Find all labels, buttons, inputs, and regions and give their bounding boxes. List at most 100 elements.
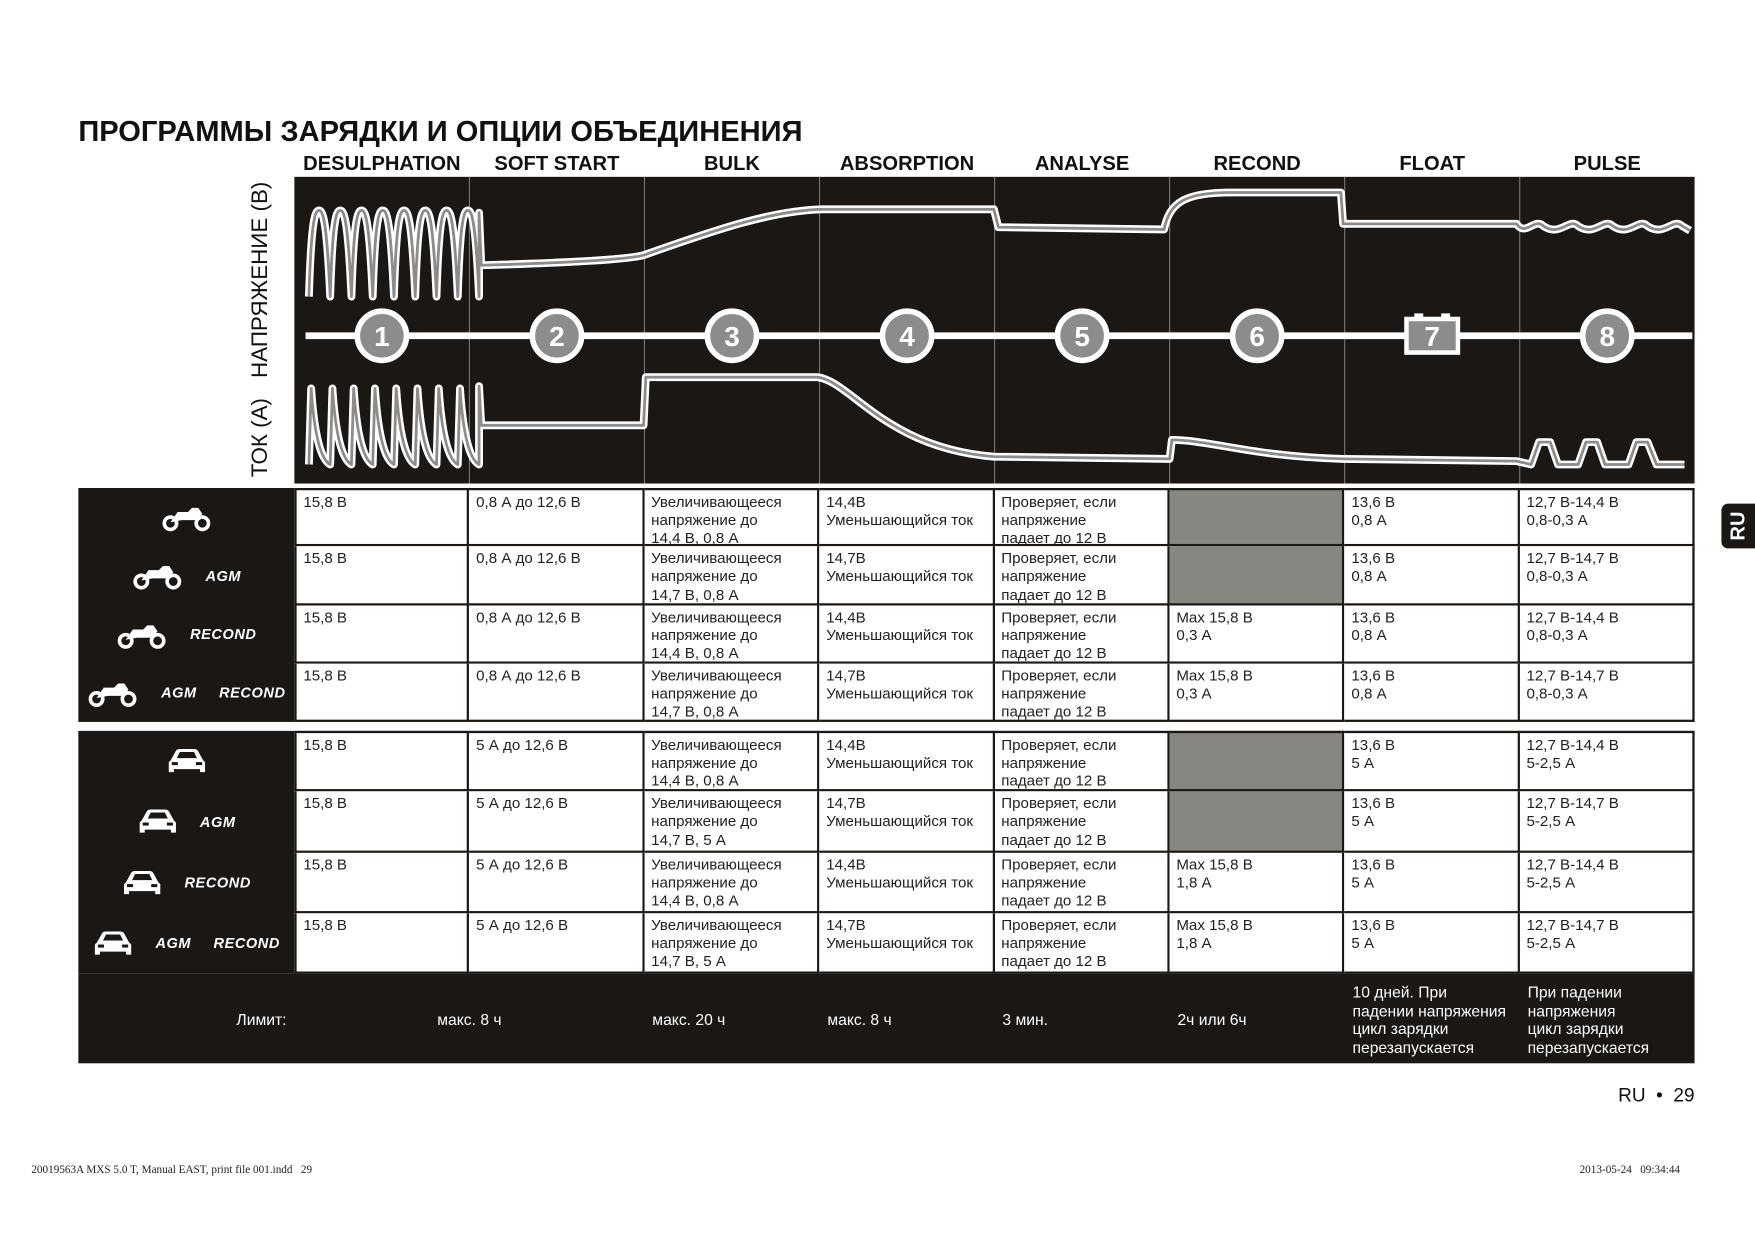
- step-circle: [1229, 308, 1285, 364]
- mode-tag: AGM: [205, 567, 242, 585]
- icon-shape: [176, 752, 197, 759]
- icon-shape: [97, 944, 104, 948]
- table-cell: 5 А до 12,6 В: [469, 730, 645, 792]
- table-cell: 12,7 В-14,4 В 5-2,5 А: [1519, 730, 1695, 792]
- waveforms: [305, 188, 1693, 469]
- table-cell: 12,7 В-14,7 В 0,8-0,3 А: [1519, 546, 1695, 605]
- table-cell: Max 15,8 В 0,3 А: [1169, 604, 1345, 664]
- step-number: 8: [1599, 321, 1615, 352]
- table-cell: 5 А до 12,6 В: [469, 852, 645, 914]
- limit-label: Лимит:: [236, 1010, 287, 1029]
- table-cell: 13,6 В 0,8 А: [1344, 663, 1520, 722]
- mode-tag: RECOND: [213, 935, 280, 952]
- table-cell: 14,4В Уменьшающийся ток: [819, 604, 995, 664]
- icon-shape: [168, 749, 205, 773]
- mode-tag: RECOND: [219, 684, 286, 702]
- table-cell: 15,8 В: [294, 730, 470, 792]
- table-cell: 0,8 А до 12,6 В: [469, 487, 645, 547]
- stage-header: FLOAT: [1399, 152, 1466, 175]
- icon-shape: [169, 507, 202, 523]
- vehicle-block: [78, 487, 295, 722]
- waveform-outline: [305, 188, 1693, 301]
- page-title: ПРОГРАММЫ ЗАРЯДКИ И ОПЦИИ ОБЪЕДИНЕНИЯ: [78, 114, 803, 148]
- limit-value: макс. 8 ч: [827, 1010, 892, 1029]
- empty-cell: [1169, 791, 1345, 853]
- table-cell: 15,8 В: [294, 791, 470, 853]
- step-markers: 1 2 3 4 5 6 7 8: [354, 308, 1635, 364]
- print-timestamp: 2013-05-24 09:34:44: [1579, 1164, 1681, 1177]
- mode-tag: AGM: [161, 684, 197, 702]
- table-cell: 0,8 А до 12,6 В: [469, 663, 645, 722]
- table-cell: 14,7В Уменьшающийся ток: [819, 663, 995, 722]
- empty-cell: [1169, 546, 1345, 605]
- mode-tag: AGM: [199, 813, 236, 831]
- table-cell: 13,6 В 5 А: [1344, 791, 1520, 853]
- car-icon: [123, 870, 161, 894]
- page-number: RU • 29: [1618, 1084, 1695, 1106]
- table-cell: 13,6 В 0,8 А: [1344, 487, 1520, 547]
- table-cell: Увеличивающееся напряжение до 14,4 В, 0,…: [644, 487, 820, 547]
- table-cell: 15,8 В: [294, 852, 470, 914]
- icon-shape: [102, 934, 124, 941]
- step-number: 6: [1249, 321, 1265, 352]
- icon-shape: [122, 944, 129, 948]
- stage-header: ABSORPTION: [839, 152, 975, 175]
- motorcycle-icon: [117, 624, 166, 649]
- column-dividers: [468, 176, 1521, 484]
- stage-header: ANALYSE: [1034, 152, 1130, 175]
- table-cell: 12,7 В-14,7 В 0,8-0,3 А: [1519, 663, 1695, 722]
- limit-value: 3 мин.: [1002, 1010, 1049, 1029]
- icon-shape: [88, 690, 105, 707]
- table-cell: Увеличивающееся напряжение до 14,4 В, 0,…: [644, 604, 820, 664]
- icon-shape: [94, 931, 132, 955]
- step-circle: [354, 308, 410, 364]
- step-circle: [529, 308, 585, 364]
- table-cell: 12,7 В-14,7 В 5-2,5 А: [1519, 913, 1695, 974]
- table-cell: Проверяет, если напряжение падает до 12 …: [994, 604, 1170, 664]
- table-cell: Увеличивающееся напряжение до 14,7 В, 0,…: [644, 663, 820, 722]
- icon-shape: [193, 515, 210, 532]
- table-cell: Max 15,8 В 1,8 А: [1169, 852, 1345, 914]
- waveform-core: [307, 191, 1691, 299]
- table-cell: 15,8 В: [294, 546, 470, 605]
- table-cell: Проверяет, если напряжение падает до 12 …: [994, 852, 1170, 914]
- table-cell: 14,7В Уменьшающийся ток: [819, 913, 995, 974]
- icon-shape: [140, 566, 173, 581]
- limit-value: При падении напряжения цикл зарядки пере…: [1527, 982, 1650, 1057]
- stage-header: SOFT START: [494, 152, 620, 175]
- icon-shape: [123, 870, 161, 894]
- side-tab: RU: [1721, 503, 1755, 549]
- step-circle: [1579, 308, 1635, 364]
- graph: 1 2 3 4 5 6 7 8: [305, 176, 1693, 484]
- icon-shape: [120, 690, 137, 707]
- motorcycle-icon: [161, 507, 210, 532]
- table-cell: Увеличивающееся напряжение до 14,7 В, 5 …: [644, 913, 820, 974]
- table-cell: 15,8 В: [294, 487, 470, 547]
- step-number: 2: [549, 321, 565, 352]
- empty-cell: [1169, 487, 1345, 547]
- table-cell: 5 А до 12,6 В: [469, 791, 645, 853]
- mode-tag: RECOND: [190, 625, 257, 643]
- vehicle-icons: AGM: [78, 546, 294, 604]
- mode-tag: AGM: [155, 935, 192, 952]
- limit-value: макс. 20 ч: [652, 1010, 726, 1029]
- icon-shape: [132, 573, 149, 590]
- icon-shape: [96, 683, 129, 698]
- stage-header: DESULPHATION: [303, 152, 461, 175]
- vehicle-icons: AGM: [78, 792, 294, 853]
- table-cell: 13,6 В 0,8 А: [1344, 546, 1520, 605]
- vehicle-icons: [78, 488, 294, 546]
- table-cell: 12,7 В-14,4 В 5-2,5 А: [1519, 852, 1695, 914]
- icon-shape: [166, 822, 173, 826]
- vehicle-icons: AGM RECOND: [78, 663, 294, 721]
- car-icon: [168, 749, 205, 773]
- motorcycle-icon: [132, 566, 181, 590]
- vehicle-icons: [78, 731, 294, 792]
- table-cell: 15,8 В: [294, 663, 470, 722]
- table-cell: 14,4В Уменьшающийся ток: [819, 730, 995, 792]
- table-cell: 12,7 В-14,4 В 0,8-0,3 А: [1519, 604, 1695, 664]
- table-cell: Проверяет, если напряжение падает до 12 …: [994, 913, 1170, 974]
- limit-row: [78, 973, 1695, 1064]
- icon-shape: [171, 762, 178, 766]
